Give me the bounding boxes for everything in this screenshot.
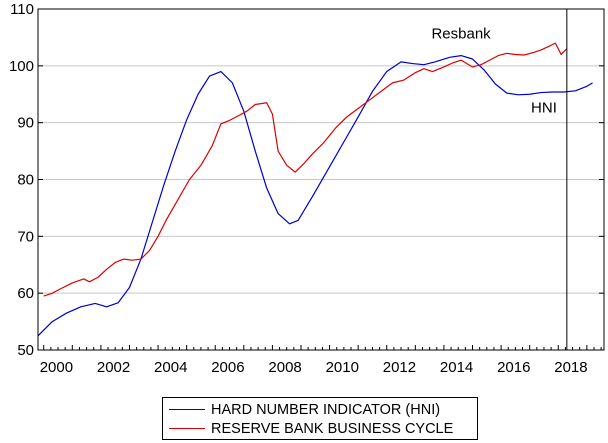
x-tick-label: 2018: [554, 359, 587, 376]
y-tick-label: 50: [17, 342, 34, 359]
legend-item-hni: HARD NUMBER INDICATOR (HNI): [169, 400, 477, 419]
y-axis: 50 60 70 80 90 100 110: [9, 1, 604, 359]
legend: HARD NUMBER INDICATOR (HNI) RESERVE BANK…: [162, 397, 478, 440]
legend-label-resbank: RESERVE BANK BUSINESS CYCLE: [211, 420, 454, 437]
series-lines: [37, 42, 593, 337]
annotations: Resbank HNI: [431, 26, 556, 117]
legend-swatch-resbank: [169, 428, 205, 429]
y-tick-label: 80: [17, 172, 34, 189]
x-tick-label: 2002: [97, 359, 130, 376]
x-axis: 2000 2002 2004 2006 2008 2010 2012 2014 2016 2018: [40, 345, 602, 376]
x-tick-label: 2016: [497, 359, 530, 376]
x-tick-label: 2006: [211, 359, 244, 376]
y-tick-label: 60: [17, 285, 34, 302]
x-tick-label: 2012: [383, 359, 416, 376]
y-tick-label: 110: [10, 1, 34, 18]
x-tick-label: 2000: [40, 359, 73, 376]
series-line-1: [43, 42, 568, 297]
x-tick-label: 2010: [326, 359, 359, 376]
gridlines: [38, 65, 604, 294]
annotation-label: HNI: [531, 99, 557, 116]
series-line-0: [37, 54, 593, 337]
legend-swatch-hni: [169, 409, 205, 410]
y-tick-label: 90: [17, 115, 34, 132]
x-tick-label: 2004: [154, 359, 187, 376]
x-tick-label: 2008: [268, 359, 301, 376]
y-tick-label: 100: [9, 58, 34, 75]
legend-item-resbank: RESERVE BANK BUSINESS CYCLE: [169, 419, 477, 438]
y-tick-label: 70: [17, 228, 34, 245]
x-tick-label: 2014: [440, 359, 473, 376]
legend-label-hni: HARD NUMBER INDICATOR (HNI): [211, 401, 441, 418]
annotation-label: Resbank: [431, 26, 491, 43]
